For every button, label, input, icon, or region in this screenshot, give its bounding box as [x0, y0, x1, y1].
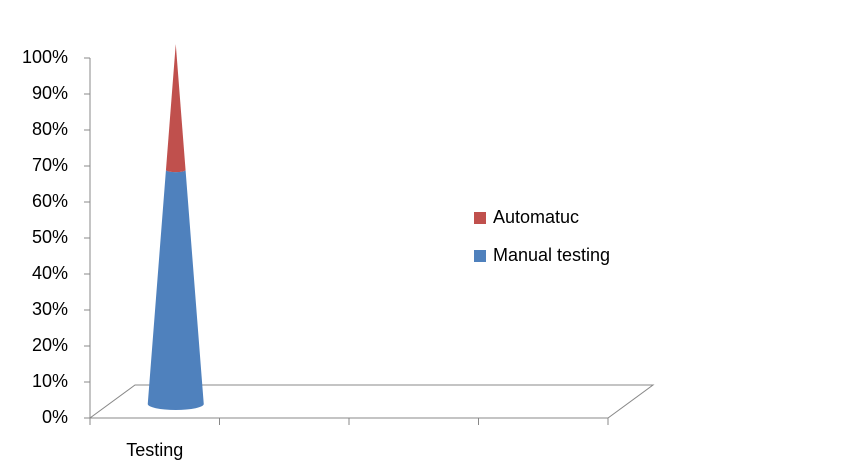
- x-tick-label: Testing: [126, 440, 183, 460]
- legend-swatch: [474, 212, 486, 224]
- legend-label: Automatuc: [493, 207, 579, 227]
- y-tick-label: 30%: [32, 299, 68, 319]
- y-tick-label: 0%: [42, 407, 68, 427]
- y-tick-label: 40%: [32, 263, 68, 283]
- y-tick-label: 100%: [22, 47, 68, 67]
- y-tick-label: 10%: [32, 371, 68, 391]
- y-tick-label: 70%: [32, 155, 68, 175]
- floor: [88, 384, 655, 419]
- legend-label: Manual testing: [493, 245, 610, 265]
- cone-segment: [165, 44, 186, 173]
- legend-swatch: [474, 250, 486, 262]
- y-tick-label: 90%: [32, 83, 68, 103]
- cone-segment: [147, 170, 204, 410]
- y-tick-label: 80%: [32, 119, 68, 139]
- y-tick-label: 60%: [32, 191, 68, 211]
- y-tick-label: 50%: [32, 227, 68, 247]
- y-tick-label: 20%: [32, 335, 68, 355]
